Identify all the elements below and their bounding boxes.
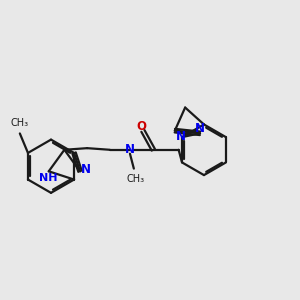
Text: CH₃: CH₃ <box>11 118 29 128</box>
Text: CH₃: CH₃ <box>126 174 145 184</box>
Text: N: N <box>176 130 185 143</box>
Text: N: N <box>125 142 135 156</box>
Text: NH: NH <box>40 173 58 184</box>
Text: N: N <box>81 163 91 176</box>
Text: O: O <box>136 120 147 133</box>
Text: N: N <box>195 122 205 135</box>
